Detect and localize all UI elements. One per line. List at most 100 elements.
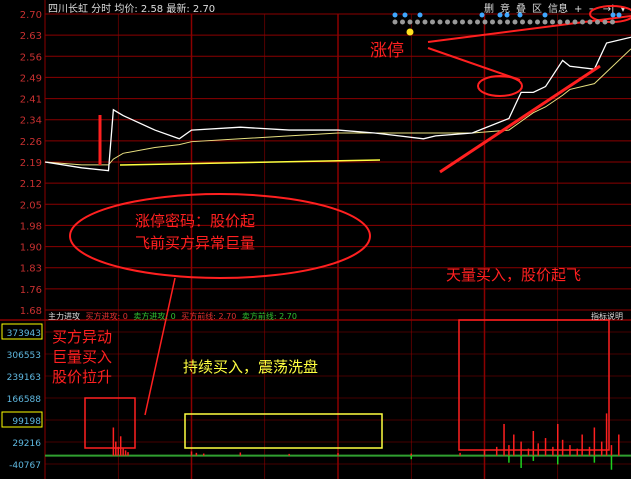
highlight-box — [1, 411, 43, 428]
highlight-box — [84, 397, 136, 449]
toolbar-button-1[interactable]: 竞 — [500, 4, 510, 15]
event-dot — [512, 19, 518, 25]
toolbar-button-5[interactable]: + — [574, 4, 583, 15]
sell-attack: 卖方进攻: 0 — [133, 312, 176, 321]
annotation-ellipse — [69, 193, 371, 279]
left-text-1: 买方异动 — [52, 328, 113, 346]
volume-tick-label: 29216 — [12, 439, 41, 449]
event-dot — [402, 12, 408, 18]
event-dot — [504, 12, 510, 18]
event-dot — [460, 19, 465, 25]
event-dot — [422, 19, 428, 25]
avg-price-line — [44, 48, 631, 166]
event-dot — [475, 19, 480, 25]
price-line — [44, 36, 631, 172]
volume-tick-label: 166588 — [7, 395, 42, 405]
code-text-1: 涨停密码：股价起 — [135, 212, 256, 230]
event-dot — [542, 12, 548, 18]
middle-text: 持续买入，震荡洗盘 — [183, 358, 319, 376]
event-dot — [400, 19, 405, 25]
event-dot — [392, 19, 398, 25]
price-tick-label: 2.19 — [20, 158, 42, 169]
toolbar-button-3[interactable]: 区 — [532, 4, 542, 15]
event-dot — [430, 19, 435, 25]
event-dot — [479, 12, 485, 18]
buy-attack: 买方进攻: 0 — [85, 312, 128, 321]
price-tick-label: 2.41 — [20, 95, 42, 106]
toolbar-button-7[interactable]: →| — [602, 4, 615, 15]
price-tick-label: 2.70 — [20, 10, 42, 21]
volume-tick-label: 99198 — [12, 417, 41, 427]
event-dot — [497, 19, 503, 25]
volume-tick-label: -40767 — [9, 461, 41, 471]
event-dot — [452, 19, 458, 25]
event-dot — [587, 19, 593, 25]
price-tick-label: 2.05 — [20, 200, 42, 211]
event-dot — [550, 19, 555, 25]
price-tick-label: 2.56 — [20, 52, 42, 63]
surge-text: 天量买入，股价起飞 — [446, 266, 582, 284]
trend-arrow — [119, 159, 381, 166]
chart-title: 四川长虹 分时 均价: 2.58 最新: 2.70 — [48, 4, 216, 15]
volume-tick-label: 239163 — [7, 373, 41, 383]
event-dot — [407, 19, 413, 25]
event-dot — [557, 19, 563, 25]
event-dot — [580, 19, 585, 25]
sell-line: 卖方前线: 2.70 — [241, 312, 297, 321]
price-tick-label: 2.26 — [20, 137, 42, 148]
price-tick-label: 2.34 — [20, 116, 42, 127]
event-dot — [415, 19, 420, 25]
event-dot — [595, 19, 600, 25]
event-dot — [572, 19, 578, 25]
price-tick-label: 1.98 — [20, 221, 42, 232]
event-dot — [610, 12, 616, 18]
price-tick-label: 1.68 — [20, 306, 42, 317]
indicator-explain-button[interactable]: 指标说明 — [591, 312, 623, 321]
limit-up-label: 涨停 — [370, 41, 404, 61]
event-dot — [542, 19, 548, 25]
event-dot — [437, 19, 443, 25]
event-dot — [392, 12, 398, 18]
event-dot — [535, 19, 540, 25]
event-dot — [616, 12, 622, 18]
volume-tick-label: 373943 — [7, 329, 41, 339]
event-dot — [505, 19, 510, 25]
event-dot — [602, 19, 608, 25]
event-dot — [497, 12, 503, 18]
annotation-line — [427, 47, 521, 81]
highlight-box — [1, 323, 43, 340]
price-tick-label: 1.90 — [20, 243, 42, 254]
event-dot — [467, 19, 473, 25]
buy-line: 买方前线: 2.70 — [181, 312, 237, 321]
event-dot — [417, 12, 423, 18]
toolbar-button-4[interactable]: 信息 — [548, 4, 568, 15]
pointer-line — [144, 277, 176, 416]
code-text-2: 飞前买方异常巨量 — [135, 234, 256, 252]
price-tick-label: 1.83 — [20, 264, 42, 275]
event-dot — [520, 19, 525, 25]
volume-tick-label: 306553 — [7, 351, 41, 361]
price-tick-label: 2.63 — [20, 31, 42, 42]
toolbar-button-2[interactable]: 叠 — [516, 4, 526, 15]
marker-dot — [406, 28, 414, 36]
event-dot — [527, 19, 533, 25]
surge-arrow — [439, 64, 601, 174]
event-dot — [445, 19, 450, 25]
highlight-box — [184, 413, 383, 449]
highlight-box — [458, 319, 610, 451]
toolbar-button-8[interactable]: ▾ — [620, 4, 626, 15]
toolbar-button-0[interactable]: 删 — [484, 4, 494, 15]
event-dot — [482, 19, 488, 25]
event-dot — [517, 12, 523, 18]
event-dot — [610, 19, 615, 25]
indicator-bar: 主力进攻 买方进攻: 0 卖方进攻: 0 买方前线: 2.70 卖方前线: 2.… — [48, 311, 300, 322]
price-tick-label: 2.12 — [20, 179, 42, 190]
indicator-name: 主力进攻 — [48, 312, 80, 321]
event-dot — [490, 19, 495, 25]
left-text-3: 股价拉升 — [52, 368, 113, 386]
event-dot — [565, 19, 570, 25]
left-text-2: 巨量买入 — [52, 348, 113, 366]
price-tick-label: 2.49 — [20, 73, 42, 84]
annotation-ellipse — [477, 75, 523, 97]
